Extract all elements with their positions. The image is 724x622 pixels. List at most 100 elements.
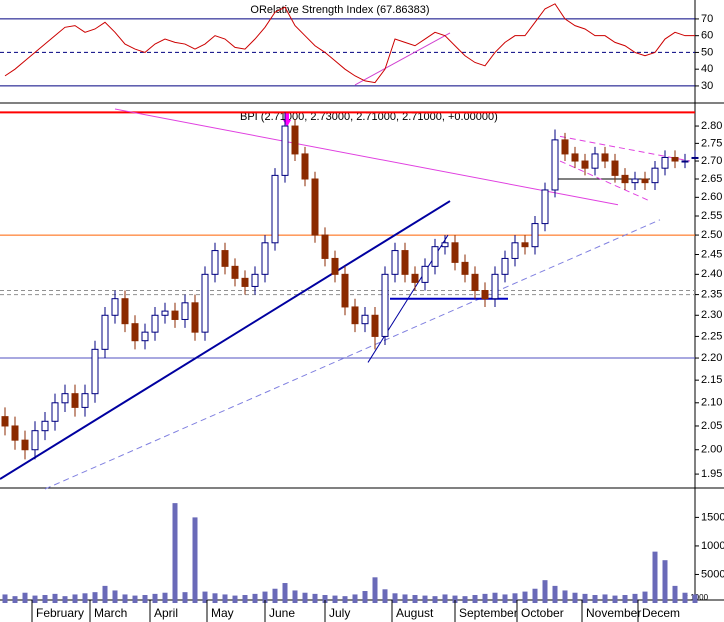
candle-body	[271, 174, 279, 244]
candle-body	[581, 160, 589, 169]
candle-body	[111, 298, 119, 316]
volume-bar	[12, 596, 18, 603]
volume-bar	[272, 588, 278, 603]
volume-bar	[102, 585, 108, 603]
candle-body	[31, 430, 39, 451]
y-tick-label: 10000	[701, 540, 724, 552]
candle-body	[1, 416, 9, 427]
trend-line	[44, 219, 661, 490]
volume-bar	[672, 585, 678, 603]
volume-bar	[432, 596, 438, 603]
candle-body	[501, 257, 509, 275]
y-tick-label: 2.35	[701, 288, 722, 300]
candle-body	[471, 273, 479, 292]
volume-bar	[382, 589, 388, 603]
candle-body	[251, 273, 259, 287]
candle-body	[601, 153, 609, 162]
candle-body	[171, 310, 179, 320]
volume-bar	[122, 594, 128, 603]
volume-bar	[452, 595, 458, 603]
candle-body	[41, 420, 49, 432]
y-tick-label: 2.80	[701, 120, 722, 132]
candle-body	[321, 234, 329, 259]
candle-body	[21, 439, 29, 451]
candle-body	[141, 331, 149, 342]
candle-body	[491, 273, 499, 300]
volume-bar	[332, 595, 338, 603]
rsi-title: ORelative Strength Index (67.86383)	[250, 4, 429, 16]
candle-body	[451, 242, 459, 263]
candle-body	[651, 167, 659, 184]
volume-bar	[622, 595, 628, 603]
volume-bar	[602, 594, 608, 603]
candle-body	[371, 314, 379, 337]
volume-bar	[512, 593, 518, 603]
candle-body	[661, 156, 669, 169]
candle-body	[241, 277, 249, 287]
y-tick-label: 2.10	[701, 397, 722, 409]
candle-body	[351, 306, 359, 325]
x-tick-label: May	[211, 606, 234, 620]
candle-body	[611, 160, 619, 176]
x-tick-label: Decem	[642, 606, 680, 620]
volume-bar	[502, 594, 508, 603]
candle-body	[281, 125, 289, 176]
volume-bar	[112, 590, 118, 603]
candle-body	[331, 257, 339, 275]
candle-body	[681, 160, 689, 163]
x-tick-label: October	[521, 606, 564, 620]
candle-body	[441, 242, 449, 248]
y-tick-label: 2.40	[701, 268, 722, 280]
y-tick-label: 15000	[701, 511, 724, 523]
candle-body	[391, 250, 399, 275]
y-tick-label: 2.60	[701, 191, 722, 203]
x-tick-label: February	[36, 606, 84, 620]
volume-bar	[392, 593, 398, 603]
candle-body	[591, 153, 599, 169]
candle-body	[231, 265, 239, 279]
candle-body	[461, 261, 469, 275]
volume-bar	[162, 592, 168, 603]
y-tick-label: 70	[701, 13, 713, 25]
volume-bar	[402, 594, 408, 603]
candle-body	[691, 156, 699, 159]
candle-body	[671, 156, 679, 162]
y-tick-label: 2.25	[701, 330, 722, 342]
volume-bar	[562, 590, 568, 603]
candle-body	[91, 348, 99, 395]
candle-body	[191, 302, 199, 333]
candle-body	[621, 174, 629, 184]
volume-bar	[142, 595, 148, 603]
y-tick-label: 2.45	[701, 248, 722, 260]
volume-bar	[152, 593, 158, 603]
candle-body	[131, 323, 139, 342]
candle-body	[551, 139, 559, 191]
candle-body	[341, 273, 349, 308]
x-tick-label: August	[396, 606, 434, 620]
y-tick-label: 5000	[701, 568, 724, 580]
volume-bar	[642, 591, 648, 603]
volume-bar	[372, 577, 378, 603]
volume-bar	[212, 593, 218, 603]
y-tick-label: 60	[701, 30, 713, 42]
trend-line	[559, 135, 691, 162]
volume-bar	[2, 594, 8, 603]
volume-bar	[532, 588, 538, 603]
candle-body	[531, 223, 539, 248]
volume-bar	[422, 595, 428, 603]
trend-line	[114, 108, 619, 206]
volume-bar	[82, 593, 88, 603]
volume-bar	[312, 593, 318, 603]
x-tick-label: September	[459, 606, 518, 620]
volume-bar	[692, 594, 698, 603]
trend-line	[0, 200, 451, 480]
y-tick-label: 2.55	[701, 210, 722, 222]
y-tick-label: 2.00	[701, 444, 722, 456]
volume-bar	[322, 595, 328, 603]
volume-bar	[182, 592, 188, 603]
volume-bar	[342, 596, 348, 603]
volume-bar	[582, 593, 588, 603]
candle-body	[301, 153, 309, 180]
